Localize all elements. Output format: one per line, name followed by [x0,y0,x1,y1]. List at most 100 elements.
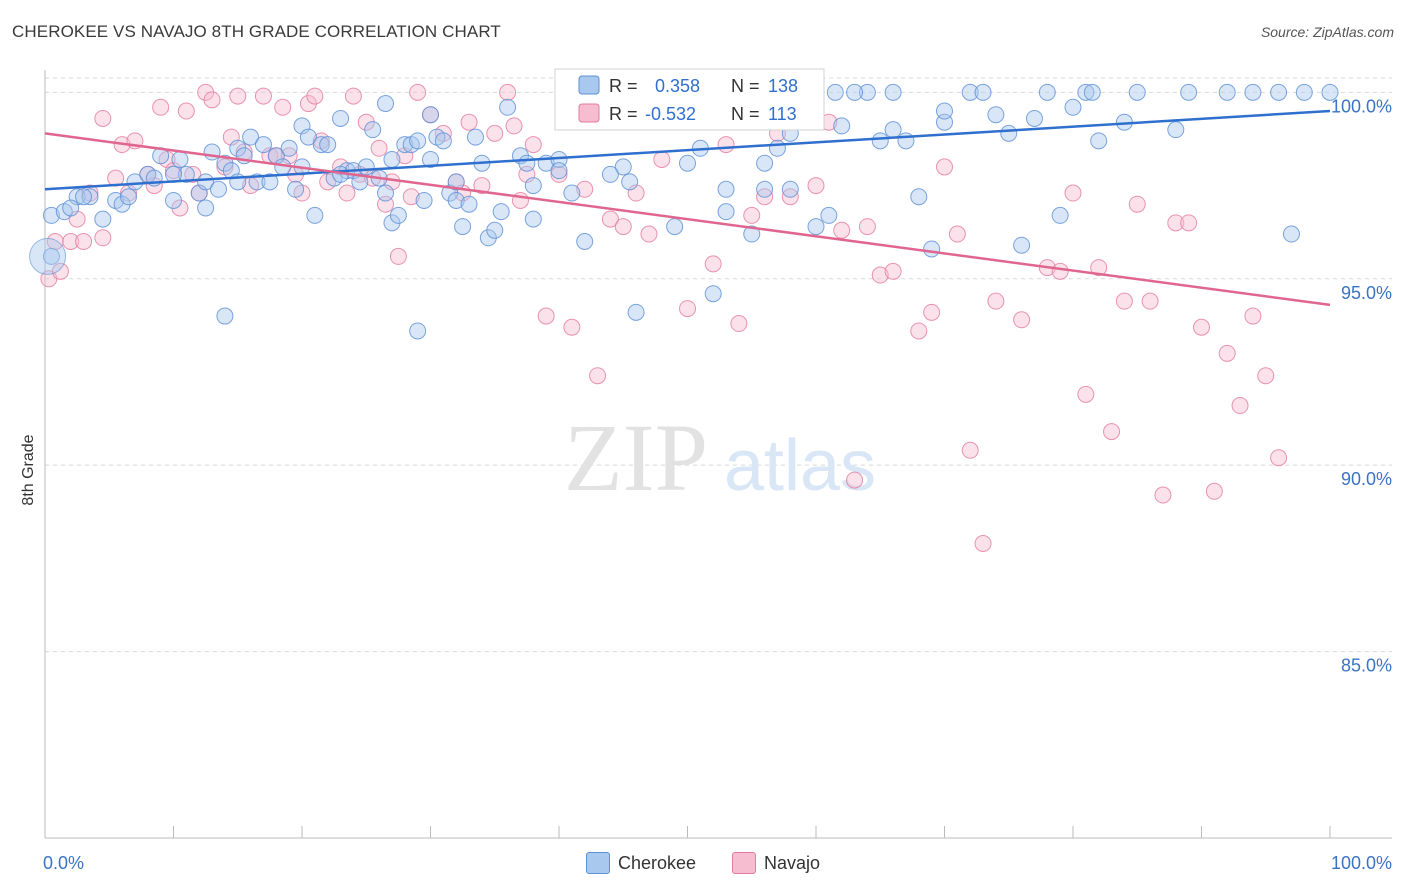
cherokee-point [377,95,395,113]
cherokee-point [884,121,902,139]
cherokee-point [81,188,99,206]
stats-r-label: R = [609,76,638,96]
navajo-point [923,303,941,321]
cherokee-point [120,188,138,206]
grid-lines [45,77,1392,653]
cherokee-point [858,83,876,101]
x-tick-label: 0.0% [43,853,84,873]
stats-r-label: R = [609,104,638,124]
cherokee-point [460,195,478,213]
cherokee-point [563,184,581,202]
navajo-point [743,206,761,224]
cherokee-point [524,210,542,228]
navajo-point [1180,214,1198,232]
navajo-point [1231,397,1249,415]
navajo-point [1077,385,1095,403]
navajo-point [177,102,195,120]
navajo-point [653,150,671,168]
navajo-point [1167,214,1185,232]
cherokee-point [910,188,928,206]
y-tick-labels: 100.0% 95.0% 90.0% 85.0% [1331,96,1392,675]
navajo-point [1013,311,1031,329]
cherokee-point [377,184,395,202]
cherokee-point [42,206,60,224]
cherokee-point [627,303,645,321]
navajo-point [781,188,799,206]
watermark-zip: ZIP [564,404,708,511]
cherokee-point [704,285,722,303]
cherokee-point [1295,83,1313,101]
y-tick-label: 90.0% [1341,469,1392,489]
navajo-point [717,136,735,154]
cherokee-point [621,173,639,191]
navajo-point [51,262,69,280]
cherokee-point [1083,83,1101,101]
cherokee-point [1051,206,1069,224]
legend-item-cherokee[interactable]: Cherokee [585,852,696,874]
cherokee-points [29,83,1339,340]
cherokee-point-cluster [29,237,67,275]
cherokee-point [576,232,594,250]
cherokee-point [614,158,632,176]
cherokee-point [1025,109,1043,127]
cherokee-point [280,139,298,157]
navajo-point [499,83,517,101]
cherokee-point [1064,98,1082,116]
cherokee-point [1077,83,1095,101]
navajo-point [833,221,851,239]
stats-swatch-navajo [578,103,600,123]
navajo-point [1205,482,1223,500]
chart-legend: Cherokee Navajo [0,852,1406,874]
navajo-point [537,307,555,325]
cherokee-point [1038,83,1056,101]
navajo-point [807,177,825,195]
trend-lines [44,109,1331,307]
navajo-point [961,441,979,459]
cherokee-point [242,128,260,146]
cherokee-point [454,218,472,236]
navajo-point [1270,449,1288,467]
navajo-point [1115,292,1133,310]
cherokee-point [807,218,825,236]
navajo-point [614,218,632,236]
navajo-point [576,180,594,198]
navajo-point [987,292,1005,310]
cherokee-point [75,188,93,206]
source-label: Source: ZipAtlas.com [1260,24,1394,40]
cherokee-point [171,150,189,168]
cherokee-point [987,106,1005,124]
cherokee-point [486,221,504,239]
cherokee-point [447,173,465,191]
cherokee-point [897,132,915,150]
cherokee-point [197,173,215,191]
cherokee-point [62,199,80,217]
navajo-point [370,139,388,157]
legend-item-navajo[interactable]: Navajo [732,852,820,874]
cherokee-point [312,136,330,154]
cherokee-point [679,154,696,172]
cherokee-point [826,83,844,101]
cherokee-point [756,154,774,172]
stats-box-frame [554,68,825,131]
navajo-point [203,91,221,109]
cherokee-point [409,132,427,150]
navajo-point [910,322,928,340]
cherokee-point [389,206,407,224]
navajo-point [1103,423,1121,441]
cherokee-point [871,132,889,150]
stats-r-value: -0.532 [645,104,696,124]
navajo-point [756,188,774,206]
y-tick-label: 100.0% [1331,96,1392,116]
navajo-point [589,367,607,385]
cherokee-point [884,83,902,101]
cherokee-point [383,150,401,168]
cherokee-point [1321,83,1339,101]
navajo-point [936,158,953,176]
stats-box: R = 0.358 N = 138 R = -0.532 N = 113 [554,68,825,131]
cherokee-point [351,173,369,191]
cherokee-point [319,136,337,154]
cherokee-point [518,154,536,172]
cherokee-point [422,150,439,168]
navajo-point [640,225,658,243]
